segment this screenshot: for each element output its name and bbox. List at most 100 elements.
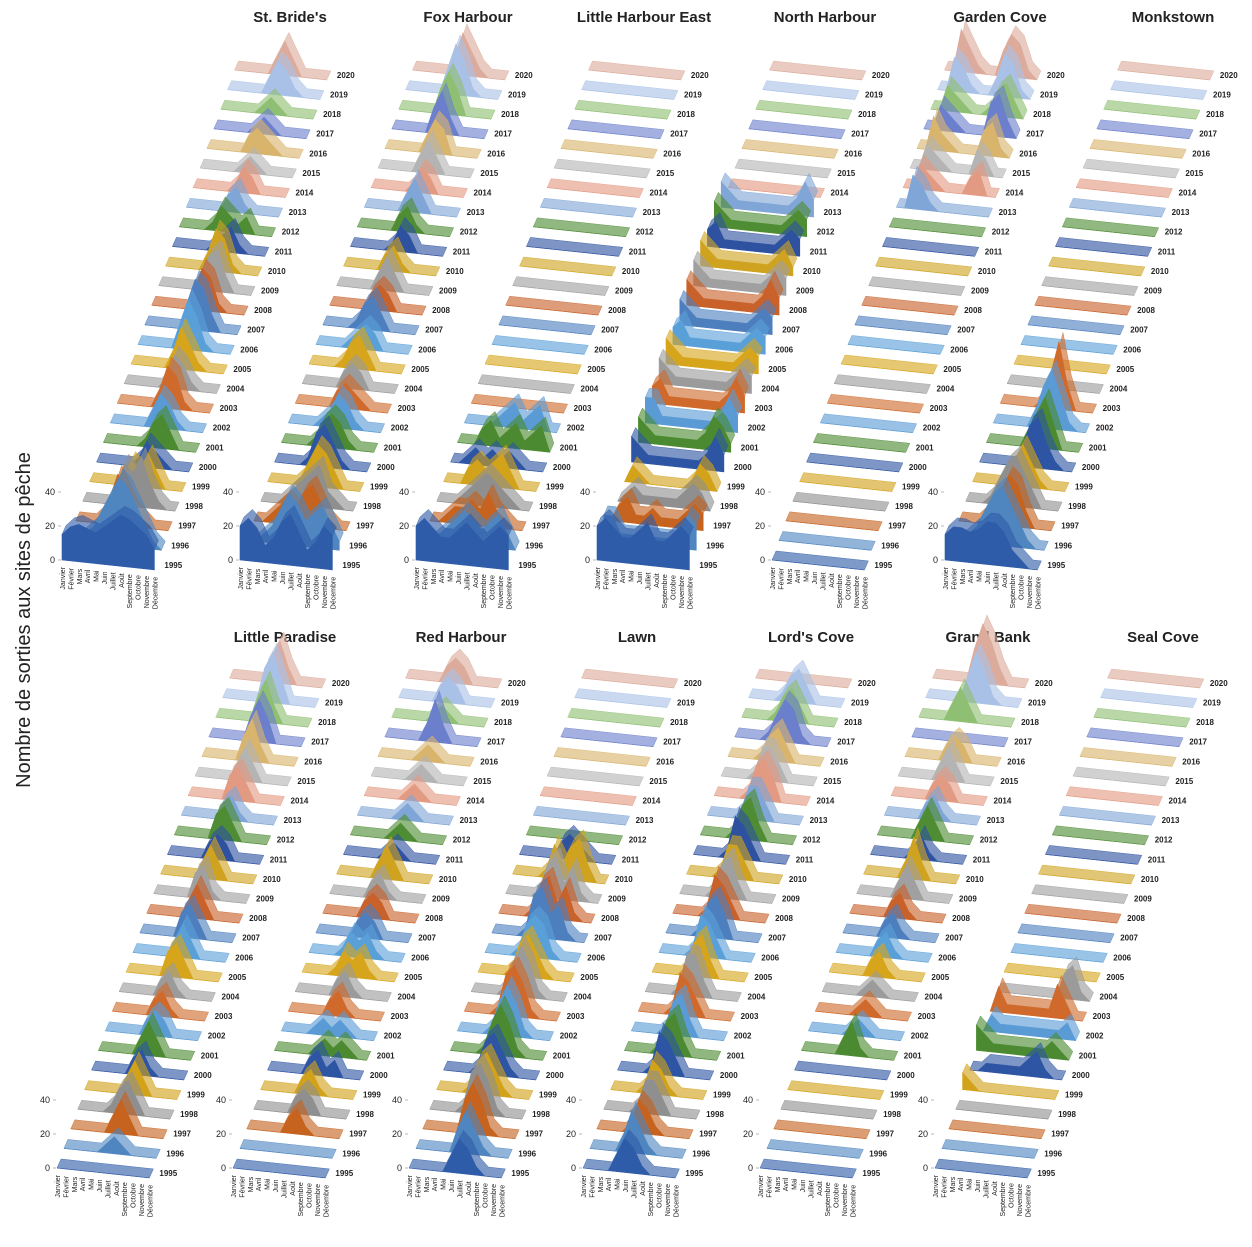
series-label: 2017 [670,130,688,139]
series-label: 2015 [656,169,674,178]
area-surface [1018,924,1114,943]
series-label: 2004 [581,385,599,394]
series-label: 2010 [1141,875,1159,884]
series-label: 2016 [480,757,498,766]
y-tick-label: 40 [566,1095,576,1105]
series-label: 2017 [487,738,505,747]
series-label: 2011 [985,247,1003,256]
x-tick-label: Mars [248,1176,255,1192]
series-label: 2018 [1033,110,1051,119]
series-label: 2017 [837,738,855,747]
series-label: 2008 [952,914,970,923]
area-surface [862,296,958,315]
series-label: 2009 [1134,895,1152,904]
y-tick-label: 40 [928,487,938,497]
area-surface [499,316,595,335]
series-label: 1995 [164,561,182,570]
y-tick-label: 20 [392,1129,402,1139]
area-surface [1069,198,1165,217]
series-label: 2008 [789,306,807,315]
series-label: 2011 [629,247,647,256]
area-surface [240,1139,336,1158]
x-tick-label: Juillet [993,572,1000,590]
series-label: 2005 [1106,973,1124,982]
series-label: 2008 [964,306,982,315]
series-label: 2011 [1148,855,1166,864]
area-surface [478,375,574,394]
area-surface [1066,787,1162,806]
x-tick-label: Juillet [110,572,117,590]
series-label: 2015 [1175,777,1193,786]
series-label: 2015 [297,777,315,786]
series-label: 2001 [377,1051,395,1060]
series-label: 2014 [296,189,314,198]
series-label: 2001 [553,1051,571,1060]
series-label: 2002 [213,424,231,433]
series-label: 2018 [1196,718,1214,727]
y-tick-label: 20 [918,1129,928,1139]
series-label: 2016 [656,757,674,766]
series-label: 2004 [405,385,423,394]
x-tick-label: Janvier [407,1174,414,1197]
y-tick-label: 0 [397,1163,402,1173]
x-tick-label: Mars [787,568,794,584]
series-label: 2017 [1199,130,1217,139]
series-label: 2011 [275,247,293,256]
series-label: 2014 [831,189,849,198]
series-label: 2013 [643,208,661,217]
series-label: 1998 [185,502,203,511]
series-label: 2014 [643,797,661,806]
panel-title: Little Harbour East [577,9,711,26]
series-label: 2010 [446,267,464,276]
series-label: 1996 [692,1149,710,1158]
x-tick-label: Septembre [474,1182,481,1216]
area-surface [1004,963,1100,982]
x-tick-label: Novembre [1017,1184,1024,1216]
series-label: 2005 [754,973,772,982]
y-tick-label: 0 [933,555,938,565]
x-tick-label: Novembre [854,576,861,608]
series-label: 1996 [1054,541,1072,550]
area-surface [1059,806,1155,825]
x-tick-label: Décembre [506,577,513,609]
area-surface [568,120,664,139]
series-label: 2002 [567,424,585,433]
x-tick-label: Mars [775,1176,782,1192]
area-surface [582,81,678,100]
series-label: 2013 [1172,208,1190,217]
x-tick-label: Février [63,1175,70,1197]
series-label: 2017 [311,738,329,747]
area-surface [582,669,678,688]
area-surface [1025,904,1121,923]
series-label: 1997 [876,1130,894,1139]
x-tick-label: Décembre [673,1185,680,1217]
y-tick-label: 20 [45,521,55,531]
area-surface [756,100,852,119]
series-label: 2014 [817,797,835,806]
series-label: 2002 [560,1032,578,1041]
y-tick-label: 40 [399,487,409,497]
series-label: 2014 [291,797,309,806]
area-surface [949,1120,1045,1139]
series-label: 2016 [844,149,862,158]
x-tick-label: Juin [800,1179,807,1192]
x-tick-label: Novembre [842,1184,849,1216]
series-label: 2009 [261,287,279,296]
series-label: 2008 [601,914,619,923]
series-label: 2010 [622,267,640,276]
series-label: 2013 [810,816,828,825]
x-tick-label: Février [68,567,75,589]
series-label: 2009 [608,895,626,904]
series-label: 1997 [1061,522,1079,531]
series-label: 2020 [684,679,702,688]
series-label: 2009 [1144,287,1162,296]
series-label: 2015 [1012,169,1030,178]
series-label: 2010 [978,267,996,276]
area-surface [561,139,657,158]
series-label: 2018 [501,110,519,119]
series-label: 2009 [959,895,977,904]
series-label: 1997 [1051,1130,1069,1139]
series-label: 1996 [171,541,189,550]
series-label: 2017 [1014,738,1032,747]
series-label: 2005 [580,973,598,982]
